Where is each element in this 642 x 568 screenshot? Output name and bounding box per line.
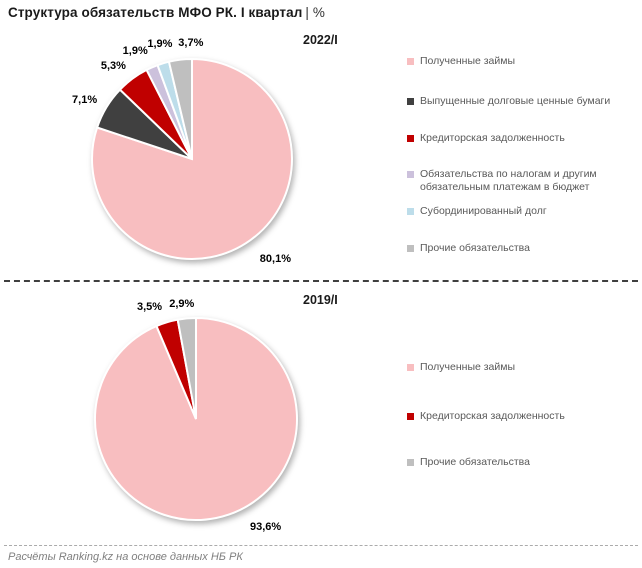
- legend-item-1-1: Кредиторская задолженность: [407, 410, 633, 423]
- pie-data-label-0-5: 3,7%: [178, 36, 204, 49]
- pie-slice-0-5: [167, 57, 193, 160]
- chart-year-label-2019: 2019/I: [303, 293, 338, 307]
- legend-label: Полученные займы: [420, 361, 516, 373]
- source-note: Расчёты Ranking.kz на основе данных НБ Р…: [8, 551, 243, 563]
- pie-chart-2019: [94, 316, 299, 521]
- legend-item-0-4: Субординированный долг: [407, 205, 633, 218]
- pie-chart-2022: [91, 57, 293, 260]
- legend-label: Кредиторская задолженность: [420, 132, 565, 144]
- pie-data-label-0-2: 5,3%: [100, 59, 126, 72]
- legend-item-0-2: Кредиторская задолженность: [407, 132, 633, 145]
- legend-swatch-icon: [407, 459, 414, 466]
- legend-item-1-2: Прочие обязательства: [407, 456, 633, 469]
- pie-data-label-1-1: 3,5%: [136, 301, 163, 313]
- legend-label: Обязательства по налогам и другим обязат…: [420, 168, 597, 193]
- pie-data-label-0-3: 1,9%: [122, 45, 148, 58]
- dashed-separator-middle: [4, 280, 638, 282]
- legend-item-0-3: Обязательства по налогам и другим обязат…: [407, 168, 633, 194]
- legend-swatch-icon: [407, 245, 414, 252]
- legend-swatch-icon: [407, 364, 414, 371]
- legend-item-0-0: Полученные займы: [407, 55, 633, 68]
- legend-swatch-icon: [407, 98, 414, 105]
- pie-data-label-0-0: 80,1%: [259, 252, 291, 265]
- legend-item-1-0: Полученные займы: [407, 361, 633, 374]
- legend-label: Прочие обязательства: [420, 456, 530, 468]
- chart-year-label-2022: 2022/I: [303, 33, 338, 47]
- legend-label: Кредиторская задолженность: [420, 410, 565, 422]
- legend-swatch-icon: [407, 208, 414, 215]
- legend-swatch-icon: [407, 413, 414, 420]
- legend-label: Субординированный долг: [420, 205, 547, 217]
- pie-slice-1-2: [176, 316, 197, 420]
- pie-data-label-1-2: 2,9%: [169, 298, 195, 311]
- legend-swatch-icon: [407, 171, 414, 178]
- legend-label: Выпущенные долговые ценные бумаги: [420, 95, 611, 107]
- legend-swatch-icon: [407, 135, 414, 142]
- page-title-unit: | %: [305, 5, 325, 20]
- legend-swatch-icon: [407, 58, 414, 65]
- page-title: Структура обязательств МФО РК. I квартал…: [8, 5, 325, 20]
- legend-item-0-1: Выпущенные долговые ценные бумаги: [407, 95, 633, 108]
- legend-label: Полученные займы: [420, 55, 516, 67]
- legend-item-0-5: Прочие обязательства: [407, 242, 633, 255]
- pie-data-label-1-0: 93,6%: [249, 520, 282, 533]
- legend-label: Прочие обязательства: [420, 242, 530, 254]
- dashed-separator-bottom: [4, 545, 638, 546]
- page-title-text: Структура обязательств МФО РК. I квартал: [8, 5, 303, 20]
- pie-data-label-0-4: 1,9%: [147, 38, 173, 51]
- pie-data-label-0-1: 7,1%: [72, 93, 98, 106]
